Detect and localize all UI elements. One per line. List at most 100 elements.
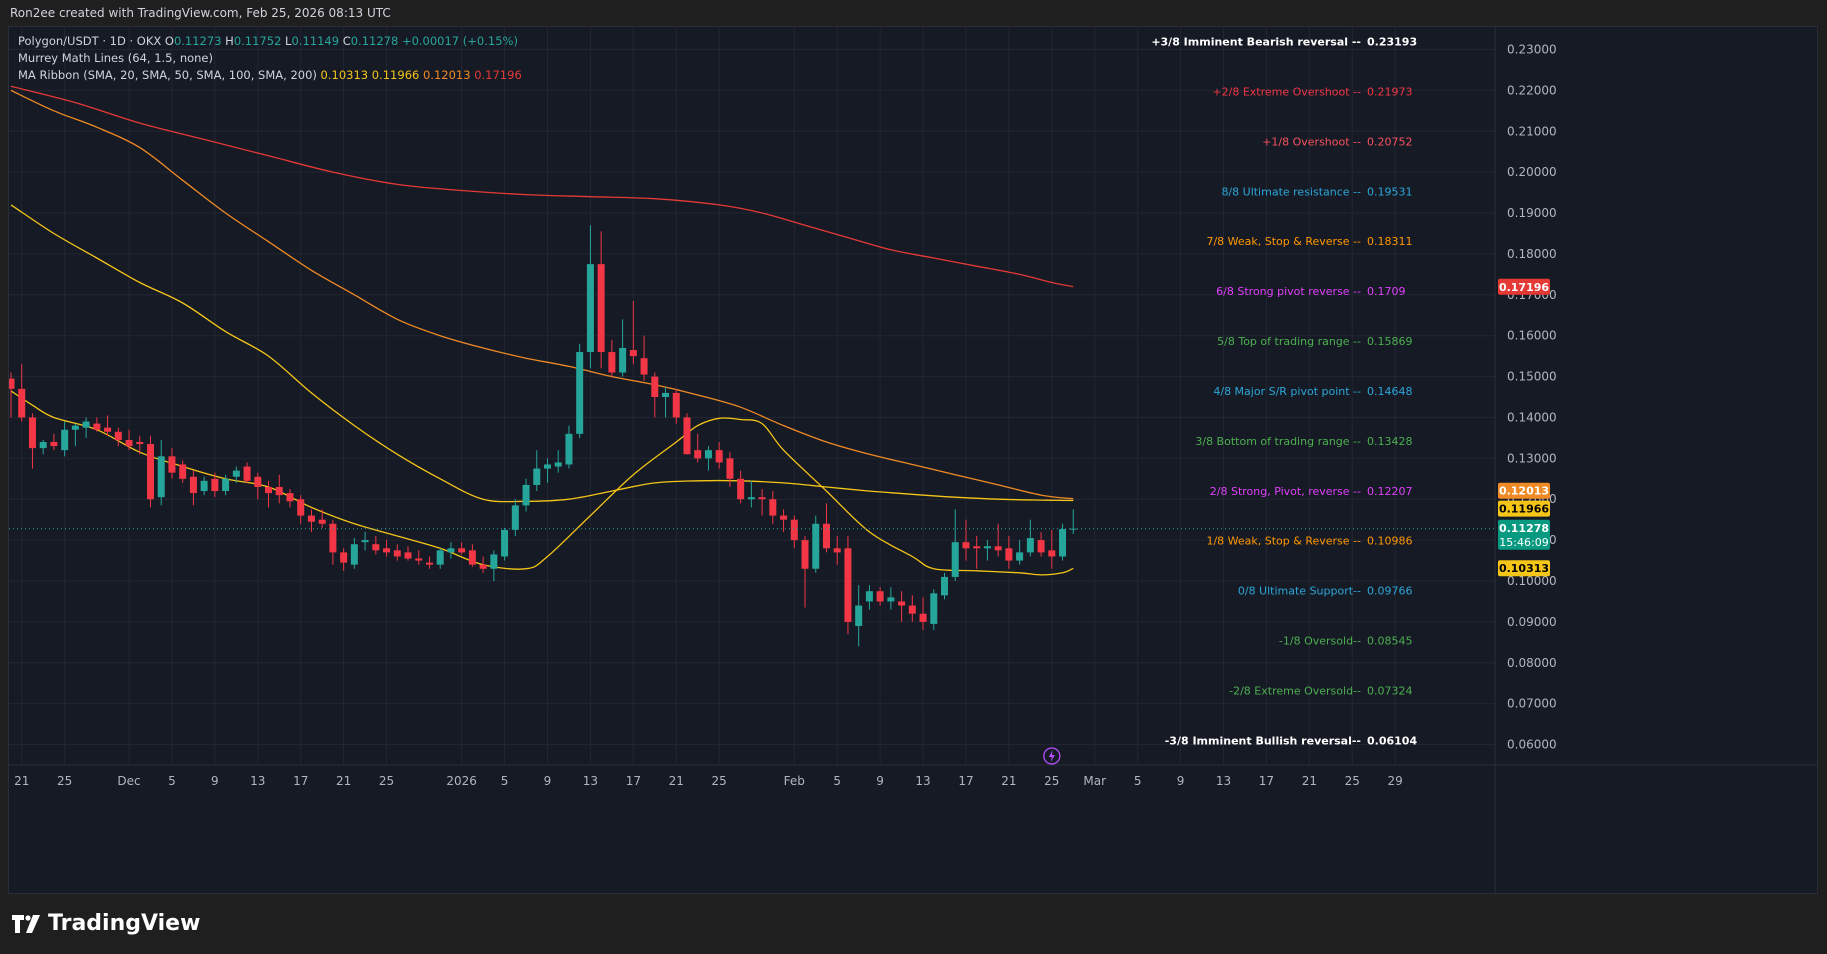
- candle-body: [39, 441, 47, 449]
- y-tick-label: 0.06000: [1507, 738, 1557, 752]
- candle: [479, 556, 487, 573]
- candle: [930, 589, 938, 631]
- y-tick-label: 0.08000: [1507, 656, 1557, 670]
- murrey-level-label: -1/8 Oversold--: [1279, 635, 1361, 648]
- open-value: 0.11273: [173, 34, 222, 48]
- candle: [629, 300, 637, 365]
- ma-value-50: 0.11966: [371, 68, 420, 82]
- candle: [501, 527, 509, 561]
- candle: [941, 572, 949, 600]
- candle-body: [1048, 550, 1056, 557]
- candle-body: [318, 519, 326, 524]
- candle: [157, 439, 165, 506]
- candle-body: [737, 478, 745, 500]
- candle-body: [662, 392, 670, 398]
- price-tag: 0.11966: [1498, 500, 1550, 517]
- candle: [222, 474, 230, 496]
- candle-body: [1026, 538, 1034, 553]
- candle-body: [887, 597, 895, 602]
- murrey-levels: +3/8 Imminent Bearish reversal -- 0.23193…: [1151, 36, 1417, 748]
- candle: [565, 425, 573, 469]
- candle-body: [1016, 552, 1024, 561]
- murrey-level-label: +2/8 Extreme Overshoot --: [1212, 85, 1361, 98]
- murrey-level-value: 0.21973: [1367, 85, 1413, 98]
- candle: [726, 452, 734, 487]
- chart-legend: Polygon/USDT · 1D · OKX O0.11273 H0.1175…: [18, 33, 522, 84]
- tradingview-logo[interactable]: TradingView: [12, 911, 200, 936]
- candle: [758, 489, 766, 516]
- candle: [425, 556, 433, 569]
- candle: [511, 499, 519, 537]
- candle: [9, 372, 15, 418]
- chart-panel[interactable]: 0.23000 0.22000 0.21000 0.20000 0.19000 0.180…: [8, 26, 1818, 894]
- x-tick-label: 13: [583, 774, 598, 788]
- x-tick-label: 2026: [446, 774, 477, 788]
- x-tick-label: 25: [1345, 774, 1360, 788]
- candle: [458, 542, 466, 555]
- candle: [243, 462, 251, 483]
- candle-body: [919, 613, 927, 622]
- flash-icon-ring: [1043, 747, 1061, 765]
- candle-body: [297, 499, 305, 516]
- candles: [9, 225, 1077, 647]
- candle-body: [694, 450, 702, 459]
- candle: [640, 335, 648, 381]
- price-tag: 0.10313: [1498, 560, 1550, 577]
- x-tick-label: 9: [211, 774, 219, 788]
- ma-ribbon-row[interactable]: MA Ribbon (SMA, 20, SMA, 50, SMA, 100, S…: [18, 67, 522, 84]
- price-tag-value: 0.12013: [1499, 485, 1549, 498]
- y-tick-label: 0.22000: [1507, 83, 1557, 97]
- candle-body: [501, 529, 509, 557]
- murrey-indicator-label: Murrey Math Lines (64, 1.5, none): [18, 51, 213, 65]
- candle-body: [490, 554, 498, 569]
- candle-body: [683, 417, 691, 455]
- price-tag-bg: [1498, 560, 1550, 577]
- candle-body: [329, 523, 337, 553]
- candle: [50, 433, 58, 451]
- candle-body: [704, 450, 712, 459]
- candle: [307, 509, 315, 532]
- candle-body: [1005, 548, 1013, 561]
- candle-body: [254, 476, 262, 487]
- candle: [973, 536, 981, 569]
- candle: [275, 474, 283, 504]
- candle-body: [425, 562, 433, 565]
- candle: [951, 509, 959, 582]
- x-tick-label: 5: [1134, 774, 1142, 788]
- candle-body: [104, 427, 112, 432]
- candle-body: [82, 421, 90, 428]
- price-tag-bg: [1498, 519, 1550, 550]
- ma-ribbon: [10, 85, 1074, 576]
- candle-body: [200, 480, 208, 492]
- candle-body: [994, 546, 1002, 551]
- price-chart[interactable]: 0.23000 0.22000 0.21000 0.20000 0.19000 0.180…: [9, 27, 1817, 893]
- murrey-level-label: +3/8 Imminent Bearish reversal --: [1151, 36, 1361, 49]
- candle: [908, 595, 916, 622]
- murrey-level-label: +1/8 Overshoot --: [1262, 135, 1361, 148]
- candle-body: [801, 540, 809, 569]
- candle: [522, 478, 530, 512]
- candle: [801, 536, 809, 608]
- candle-body: [597, 264, 605, 353]
- murrey-level-label: 1/8 Weak, Stop & Reverse --: [1206, 535, 1361, 548]
- x-tick-label: 21: [669, 774, 684, 788]
- candle: [436, 548, 444, 569]
- candle-body: [973, 546, 981, 549]
- murrey-indicator-row[interactable]: Murrey Math Lines (64, 1.5, none): [18, 50, 522, 67]
- change-value: +0.00017 (+0.15%): [401, 34, 518, 48]
- candle: [533, 450, 541, 492]
- price-tag: 0.12013: [1498, 482, 1550, 499]
- flash-icon[interactable]: [1043, 747, 1061, 765]
- symbol-name[interactable]: Polygon/USDT · 1D · OKX: [18, 34, 162, 48]
- candle: [329, 519, 337, 565]
- candle: [179, 460, 187, 483]
- candle: [1037, 531, 1045, 557]
- candle: [554, 450, 562, 473]
- candle: [586, 225, 594, 369]
- candle-body: [908, 605, 916, 614]
- candle: [962, 519, 970, 561]
- price-tag: 0.17196: [1498, 278, 1550, 295]
- candle-body: [951, 542, 959, 577]
- candle: [340, 548, 348, 571]
- candle: [597, 231, 605, 369]
